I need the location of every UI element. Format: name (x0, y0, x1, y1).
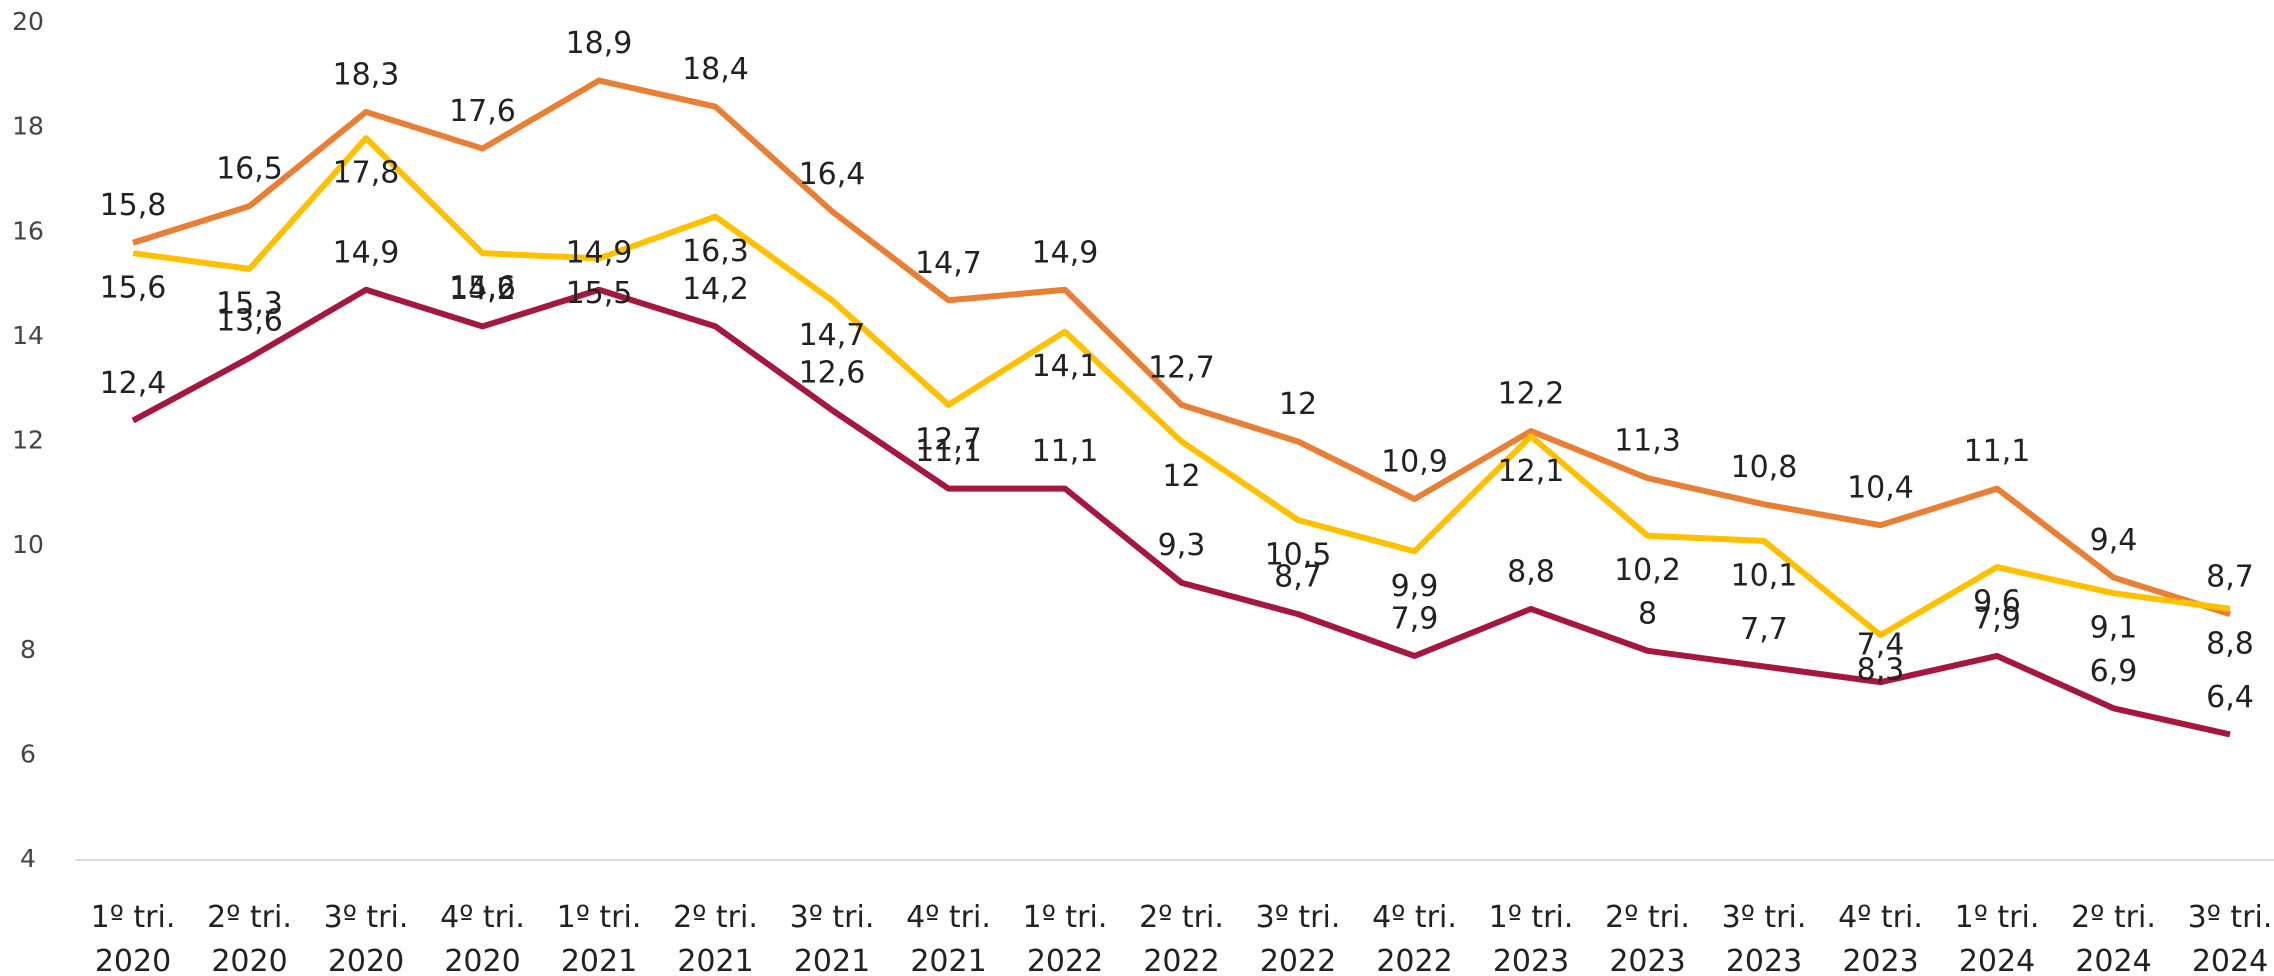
data-label: 14,2 (449, 272, 516, 307)
y-tick-label: 4 (20, 844, 36, 873)
x-tick-label: 1º tri. 2023 (1489, 900, 1574, 976)
data-label: 18,9 (566, 26, 633, 61)
data-label: 8,8 (2206, 626, 2254, 661)
x-tick-label: 4º tri. 2020 (440, 900, 525, 976)
data-label: 9,3 (1158, 528, 1206, 563)
data-label: 7,9 (1391, 601, 1439, 636)
x-tick-label: 2º tri. 2020 (207, 900, 292, 976)
data-label: 8,8 (1507, 554, 1555, 589)
y-tick-label: 10 (12, 530, 44, 559)
data-label: 14,7 (799, 318, 866, 353)
data-label: 14,1 (1032, 349, 1099, 384)
data-label: 15,8 (100, 188, 167, 223)
data-label: 6,9 (2090, 654, 2138, 689)
data-label: 9,6 (1973, 585, 2021, 620)
x-tick-label: 3º tri. 2023 (1722, 900, 1807, 976)
data-label: 15,3 (216, 286, 283, 321)
y-tick-label: 20 (12, 7, 44, 36)
x-tick-label: 4º tri. 2021 (906, 900, 991, 976)
x-tick-label: 4º tri. 2023 (1838, 900, 1923, 976)
data-label: 8 (1638, 596, 1657, 631)
x-tick-label: 3º tri. 2024 (2188, 900, 2273, 976)
x-tick-label: 3º tri. 2021 (790, 900, 875, 976)
x-tick-label: 2º tri. 2022 (1139, 900, 1224, 976)
data-label: 12 (1162, 459, 1200, 494)
data-label: 13,6 (216, 303, 283, 338)
data-label: 12 (1279, 387, 1317, 422)
data-label: 6,4 (2206, 680, 2254, 715)
data-label: 10,1 (1731, 558, 1798, 593)
x-tick-label: 1º tri. 2020 (91, 900, 176, 976)
data-label: 7,4 (1857, 628, 1905, 663)
data-label: 7,9 (1973, 601, 2021, 636)
data-label: 12,7 (1148, 350, 1215, 385)
series-line (131, 286, 2231, 738)
data-label: 9,9 (1391, 569, 1439, 604)
series-line (132, 77, 2231, 617)
data-label: 12,6 (799, 356, 866, 391)
data-label: 14,9 (1032, 235, 1099, 270)
data-label: 16,5 (216, 152, 283, 187)
data-label: 14,9 (333, 235, 400, 270)
data-label: 9,1 (2090, 611, 2138, 646)
x-tick-label: 2º tri. 2023 (1605, 900, 1690, 976)
data-label: 11,1 (915, 434, 982, 469)
data-label: 17,6 (449, 94, 516, 129)
data-label: 18,4 (682, 52, 749, 87)
data-label: 18,3 (333, 57, 400, 92)
data-label: 10,4 (1847, 471, 1914, 506)
data-label: 10,5 (1265, 537, 1332, 572)
data-label: 15,6 (100, 271, 167, 306)
data-label: 8,7 (1274, 560, 1322, 595)
data-label: 14,2 (682, 272, 749, 307)
x-tick-label: 1º tri. 2022 (1023, 900, 1108, 976)
y-tick-label: 6 (20, 739, 36, 768)
data-label: 9,4 (2090, 523, 2138, 558)
data-label: 15,5 (566, 276, 633, 311)
x-tick-label: 1º tri. 2021 (557, 900, 642, 976)
data-label: 12,1 (1498, 454, 1565, 489)
data-label: 10,2 (1614, 553, 1681, 588)
x-tick-label: 3º tri. 2020 (324, 900, 409, 976)
data-label: 11,3 (1614, 424, 1681, 459)
data-label: 8,3 (1857, 653, 1905, 688)
y-tick-label: 12 (12, 426, 44, 455)
data-label: 8,7 (2206, 560, 2254, 595)
data-label: 16,3 (682, 234, 749, 269)
y-tick-label: 18 (12, 112, 44, 141)
x-tick-label: 4º tri. 2022 (1372, 900, 1457, 976)
data-label: 12,4 (100, 366, 167, 401)
data-label: 11,1 (1032, 434, 1099, 469)
y-tick-label: 16 (12, 216, 44, 245)
data-label: 10,9 (1381, 445, 1448, 480)
data-label: 10,8 (1731, 450, 1798, 485)
x-tick-label: 2º tri. 2021 (673, 900, 758, 976)
data-label: 12,2 (1498, 377, 1565, 412)
data-label: 16,4 (799, 157, 866, 192)
series-line (132, 135, 2231, 639)
y-tick-label: 14 (12, 321, 44, 350)
data-label: 7,7 (1740, 612, 1788, 647)
data-label: 17,8 (333, 156, 400, 191)
data-label: 14,7 (915, 246, 982, 281)
x-tick-label: 1º tri. 2024 (1955, 900, 2040, 976)
y-tick-label: 8 (20, 635, 36, 664)
data-label: 14,9 (566, 235, 633, 270)
x-tick-label: 2º tri. 2024 (2071, 900, 2156, 976)
data-label: 12,7 (915, 422, 982, 457)
x-tick-label: 3º tri. 2022 (1256, 900, 1341, 976)
data-label: 15,6 (449, 271, 516, 306)
data-label: 11,1 (1964, 434, 2031, 469)
